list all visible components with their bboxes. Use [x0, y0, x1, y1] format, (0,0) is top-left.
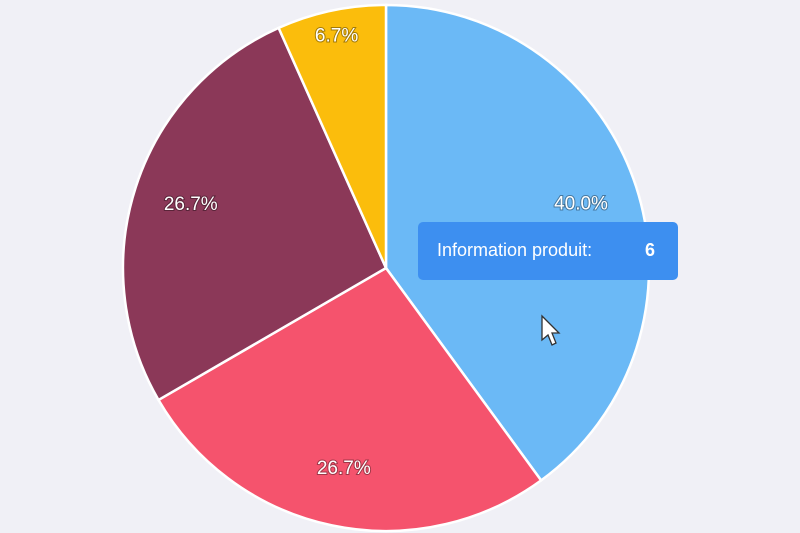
pie-slice — [121, 26, 388, 402]
pie-slice — [156, 266, 543, 533]
tooltip-box — [418, 222, 678, 280]
cursor — [541, 314, 561, 346]
pie-slice — [276, 3, 388, 269]
tooltip: Information produit: 6 — [418, 222, 678, 280]
slice-label: 6.7% — [315, 26, 358, 47]
slice-label: 26.7% — [164, 194, 218, 215]
tooltip-value: 6 — [645, 240, 655, 260]
pie-labels: 40.0% 26.7% 26.7% 6.7% — [163, 25, 609, 480]
slice-label: 40.0% — [554, 193, 608, 214]
tooltip-label: Information produit: — [437, 240, 592, 260]
slice-label: 26.7% — [317, 458, 371, 479]
